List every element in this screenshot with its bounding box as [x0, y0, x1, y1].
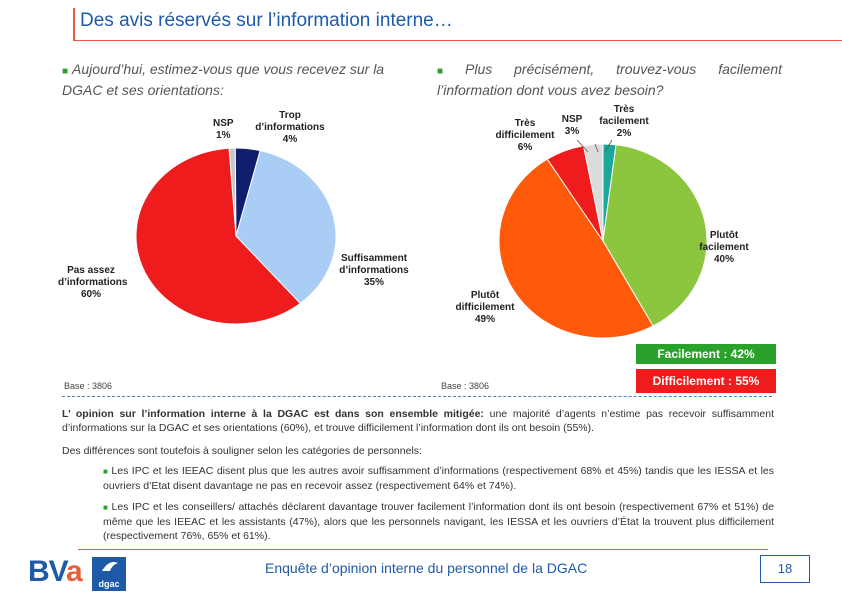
pie-charts [135, 139, 708, 339]
right-label-tres-difficilement: Très difficilement 6% [495, 118, 555, 153]
left-label-trop: Trop d’informations 4% [255, 110, 325, 145]
left-base: Base : 3806 [64, 381, 113, 391]
divider [62, 396, 772, 397]
summary-bullet-1: ■ Les IPC et les IEEAC disent plus que le… [103, 465, 774, 492]
bullet-icon: ■ [103, 467, 109, 476]
badge-difficilement: Difficilement : 55% [636, 369, 776, 393]
left-question: ■ Aujourd’hui, estimez-vous que vous rece… [62, 61, 385, 98]
page-title: Des avis réservés sur l’information inte… [80, 10, 453, 31]
right-label-tres-facilement: Très facilement 2% [599, 104, 649, 139]
right-label-plutot-facilement: Plutôt facilement 40% [699, 230, 749, 265]
left-label-nsp: NSP 1% [213, 118, 234, 141]
bullet-icon: ■ [62, 66, 69, 77]
dgac-bird-icon [102, 562, 118, 571]
leader-lines [576, 139, 613, 153]
summary-bullet-2: ■ Les IPC et les conseillers/ attachés dé… [103, 501, 774, 542]
leader-line [594, 143, 599, 153]
right-base: Base : 3806 [441, 381, 490, 391]
summary-differences: Des différences sont toutefois à soulign… [62, 445, 422, 457]
right-label-nsp: NSP 3% [561, 114, 583, 137]
bullet-icon: ■ [103, 503, 109, 512]
pie-slice-1 [602, 144, 708, 327]
right-question: ■ Plus précisément, trouvez-vous facileme… [437, 61, 782, 98]
footer-text: Enquête d’opinion interne du personnel d… [265, 560, 588, 576]
pie-slice-4 [582, 143, 604, 242]
pie-right [498, 143, 708, 339]
leader-line [604, 139, 613, 153]
badge-facilement: Facilement : 42% [636, 344, 776, 364]
title-frame [73, 8, 842, 41]
dgac-logo: dgac [92, 557, 126, 591]
left-label-pas-assez: Pas assez d’informations 60% [58, 265, 128, 300]
leader-line [576, 139, 589, 153]
pie-slice-2 [235, 150, 337, 305]
pie-slice-2 [498, 158, 654, 339]
bva-logo: BVa [28, 555, 83, 588]
bullet-icon: ■ [437, 66, 462, 77]
left-label-suffisamment: Suffisamment d’informations 35% [339, 253, 409, 288]
summary-lead: L’ opinion sur l’information interne à l… [62, 408, 774, 434]
footer-line [78, 549, 768, 550]
right-label-plutot-difficilement: Plutôt difficilement 49% [455, 290, 515, 325]
pie-left [135, 147, 337, 325]
pie-slice-3 [135, 147, 302, 325]
page-number: 18 [760, 555, 810, 583]
